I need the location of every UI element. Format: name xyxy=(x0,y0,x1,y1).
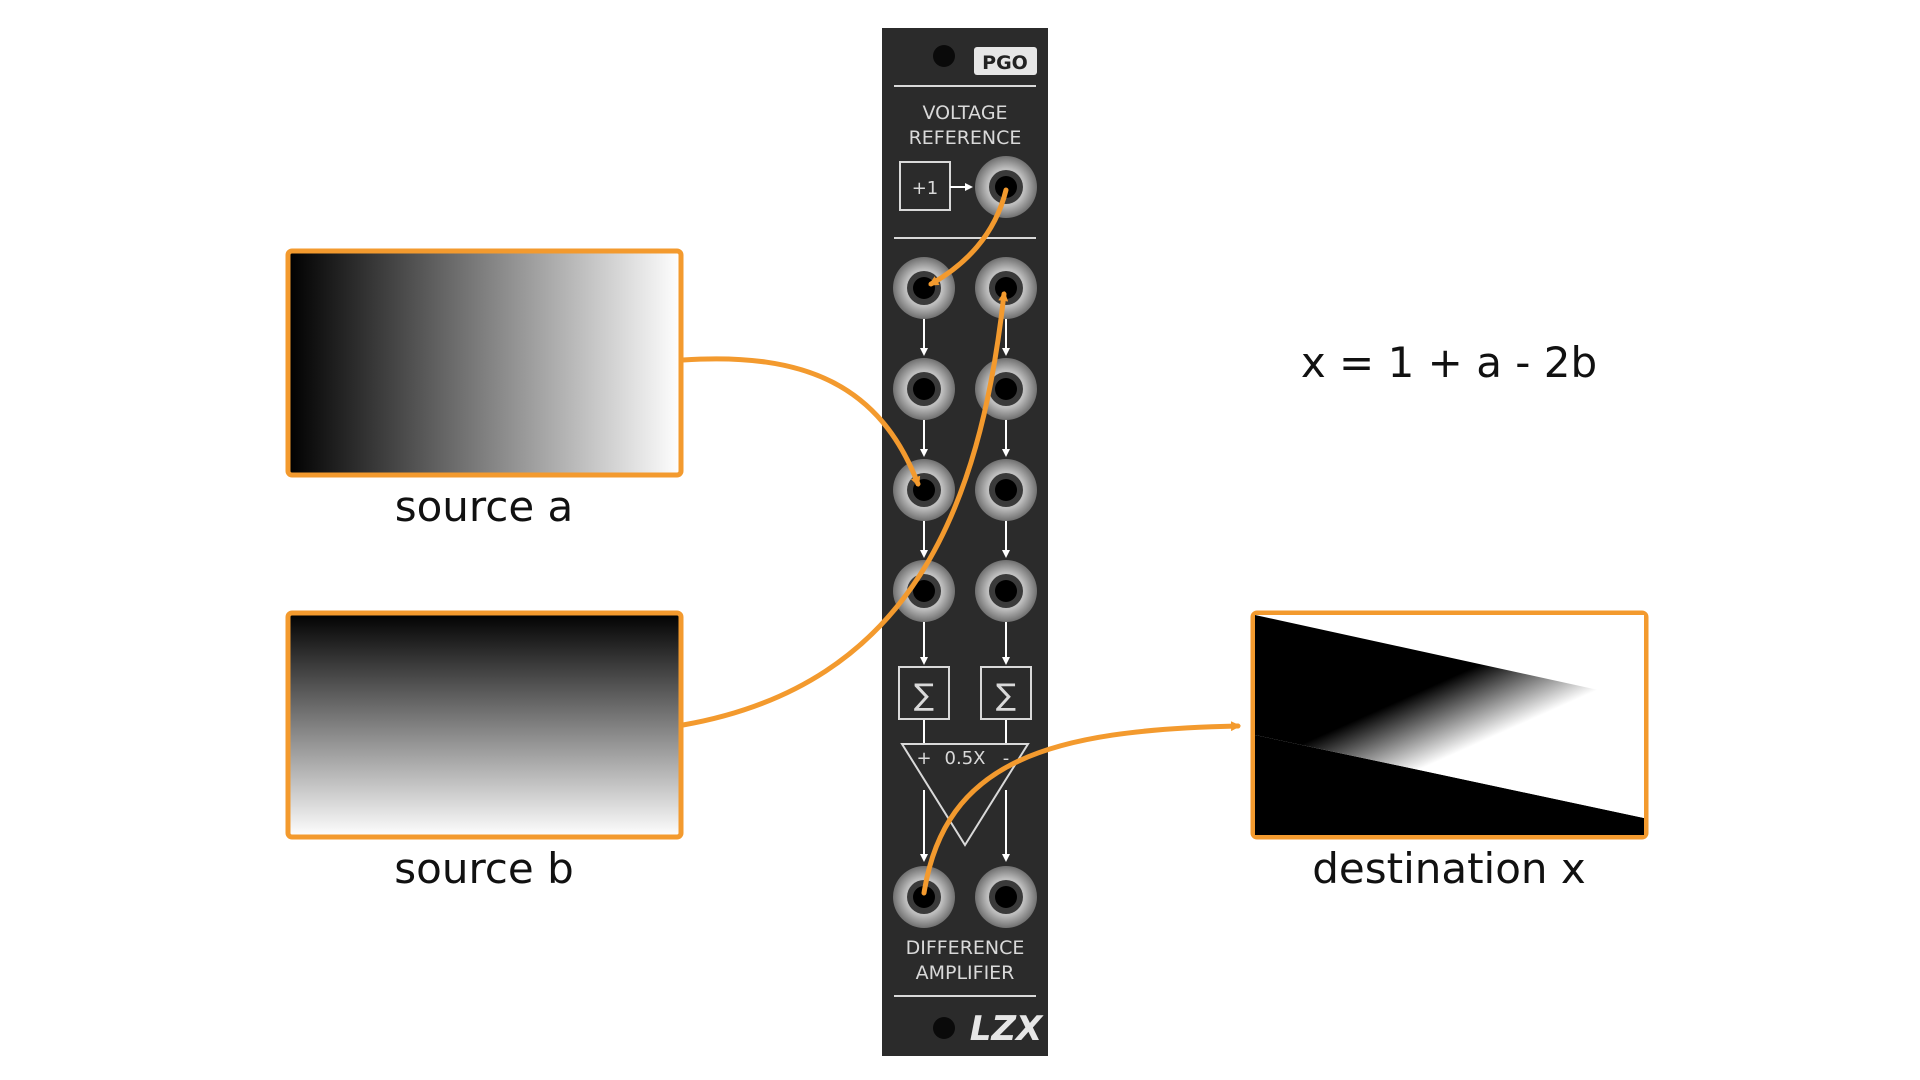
destination-x-box xyxy=(1250,610,1649,840)
brand-badge-text: PGO xyxy=(982,52,1028,74)
voltage-reference-line1: VOLTAGE xyxy=(922,102,1007,124)
amp-plus-sign: + xyxy=(916,748,931,769)
jack-output-right[interactable] xyxy=(975,866,1037,928)
cable-source-b-to-row1-right xyxy=(680,291,1009,728)
sum-symbol-left: ∑ xyxy=(914,678,934,713)
source-a-label: source a xyxy=(395,482,574,531)
difference-amp-triangle xyxy=(900,743,1030,847)
jack-row1-left[interactable] xyxy=(893,257,955,319)
constant-box-text: +1 xyxy=(912,178,939,199)
cable-reference-to-row1-left xyxy=(928,187,1009,287)
formula-text: x = 1 + a - 2b xyxy=(1301,338,1597,387)
voltage-reference-line2: REFERENCE xyxy=(909,127,1022,149)
source-b-label: source b xyxy=(394,844,573,893)
mounting-hole-top xyxy=(933,45,955,67)
brand-badge xyxy=(974,47,1037,75)
source-a-box xyxy=(285,248,684,478)
jack-row1-right[interactable] xyxy=(975,257,1037,319)
jack-row3-right[interactable] xyxy=(975,459,1037,521)
difference-amplifier-line1: DIFFERENCE xyxy=(906,937,1025,959)
sum-box-right xyxy=(980,666,1032,720)
cable-source-a-to-row3-left xyxy=(680,356,921,487)
sum-symbol-right: ∑ xyxy=(996,678,1016,713)
amp-gain-label: 0.5X xyxy=(945,748,986,769)
jack-row2-left[interactable] xyxy=(893,358,955,420)
patch-cables xyxy=(680,187,1241,896)
destination-x-label: destination x xyxy=(1312,844,1586,893)
signal-flow-arrows xyxy=(920,314,1010,862)
sum-box-left xyxy=(898,666,950,720)
jack-row4-right[interactable] xyxy=(975,560,1037,622)
jack-row3-left[interactable] xyxy=(893,459,955,521)
jack-reference-out[interactable] xyxy=(975,156,1037,218)
difference-amplifier-line2: AMPLIFIER xyxy=(916,962,1015,984)
amp-minus-sign: - xyxy=(1003,748,1010,769)
destination-x-gradient xyxy=(1255,615,1644,835)
source-a-gradient xyxy=(285,248,684,478)
pgo-module-panel: PGO VOLTAGE REFERENCE +1 ∑ ∑ xyxy=(882,28,1048,1056)
jack-output-left[interactable] xyxy=(893,866,955,928)
cable-output-to-destination xyxy=(921,721,1241,896)
source-b-box xyxy=(285,610,684,840)
maker-logo: LZX xyxy=(970,1009,1044,1049)
source-b-gradient xyxy=(285,610,684,840)
mounting-hole-bottom xyxy=(933,1017,955,1039)
